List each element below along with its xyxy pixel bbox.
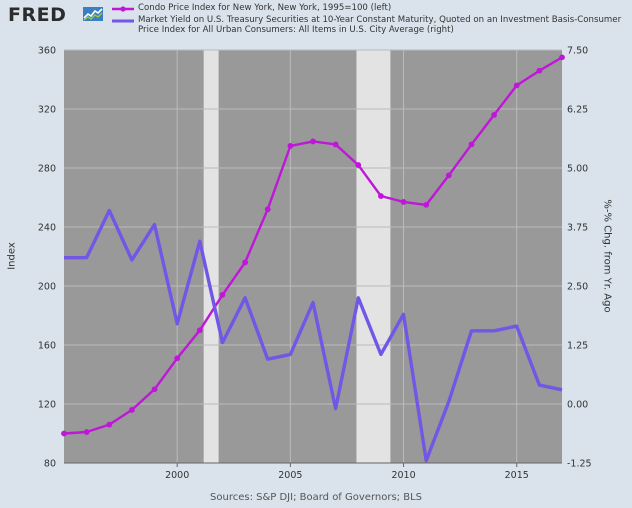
- series-1: [61, 54, 565, 437]
- chart-header: FRED Condo Price Index for New York, New…: [0, 0, 632, 46]
- y-tick-left-4: 240: [38, 223, 56, 234]
- fred-chart-icon: [83, 7, 103, 21]
- legend-item-treasury-yield[interactable]: Market Yield on U.S. Treasury Securities…: [112, 15, 627, 36]
- y-tick-left-1: 120: [38, 400, 56, 411]
- series-1-point-4: [151, 386, 158, 393]
- y-tick-right-4: 3.75: [567, 223, 588, 234]
- y-tick-right-7: 7.50: [567, 46, 588, 57]
- series-1-point-1: [83, 429, 90, 435]
- series-1-point-19: [491, 112, 497, 118]
- y-tick-left-3: 200: [38, 282, 56, 293]
- recession-band-1: [203, 50, 219, 463]
- x-tick-label-0: 2000: [165, 470, 189, 481]
- y-tick-left-6: 320: [38, 105, 56, 116]
- plot-area: [64, 50, 562, 463]
- y-axis-right-label: %-% Chg. from Yr. Ago: [601, 199, 613, 313]
- series-1-point-3: [129, 407, 135, 413]
- series-1-point-10: [287, 142, 294, 149]
- series-1-point-17: [445, 172, 452, 179]
- series-1-point-14: [378, 193, 384, 199]
- series-1-point-13: [355, 162, 362, 168]
- legend-label-treasury: Market Yield on U.S. Treasury Securities…: [138, 14, 622, 36]
- series-1-point-6: [196, 327, 203, 334]
- series-1-point-12: [332, 141, 339, 148]
- x-tick-label-3: 2015: [505, 470, 529, 481]
- series-1-point-11: [310, 138, 316, 145]
- y-tick-left-7: 360: [38, 46, 56, 57]
- y-tick-right-0: -1.25: [567, 459, 592, 470]
- y-tick-right-3: 2.50: [567, 282, 588, 293]
- x-tick-label-2: 2010: [391, 470, 415, 481]
- y-tick-right-2: 1.25: [567, 341, 588, 352]
- series-1-point-9: [264, 206, 271, 213]
- series-1-point-15: [400, 199, 407, 205]
- series-2-line: [64, 208, 563, 463]
- y-tick-left-0: 80: [44, 459, 56, 470]
- series-1-point-20: [513, 82, 520, 89]
- recession-band-2: [356, 50, 391, 463]
- legend-label-condo: Condo Price Index for New York, New York…: [138, 3, 392, 13]
- series-1-point-18: [468, 141, 475, 148]
- series-1-point-22: [559, 54, 565, 61]
- chart-legend: Condo Price Index for New York, New York…: [112, 3, 627, 37]
- sources-note: Sources: S&P DJI; Board of Governors; BL…: [210, 492, 422, 503]
- series-1-point-5: [174, 355, 181, 362]
- legend-swatch-condo: [112, 6, 134, 12]
- series-1-point-2: [106, 421, 113, 428]
- series-1-point-7: [219, 291, 226, 298]
- series-1-point-21: [536, 67, 543, 74]
- y-tick-left-2: 160: [38, 341, 56, 352]
- legend-swatch-treasury: [112, 19, 134, 22]
- y-tick-right-1: 0.00: [567, 400, 588, 411]
- fred-logo[interactable]: FRED: [8, 4, 67, 26]
- y-axis-left-label: Index: [6, 242, 18, 270]
- y-tick-right-6: 6.25: [567, 105, 588, 116]
- y-tick-left-5: 280: [38, 164, 56, 175]
- series-1-point-0: [61, 430, 67, 437]
- series-2: [64, 208, 563, 463]
- series-1-point-8: [242, 259, 248, 266]
- series-1-point-16: [423, 201, 430, 208]
- x-tick-label-1: 2005: [278, 470, 302, 481]
- y-tick-right-5: 5.00: [567, 164, 588, 175]
- legend-item-condo-index[interactable]: Condo Price Index for New York, New York…: [112, 3, 627, 14]
